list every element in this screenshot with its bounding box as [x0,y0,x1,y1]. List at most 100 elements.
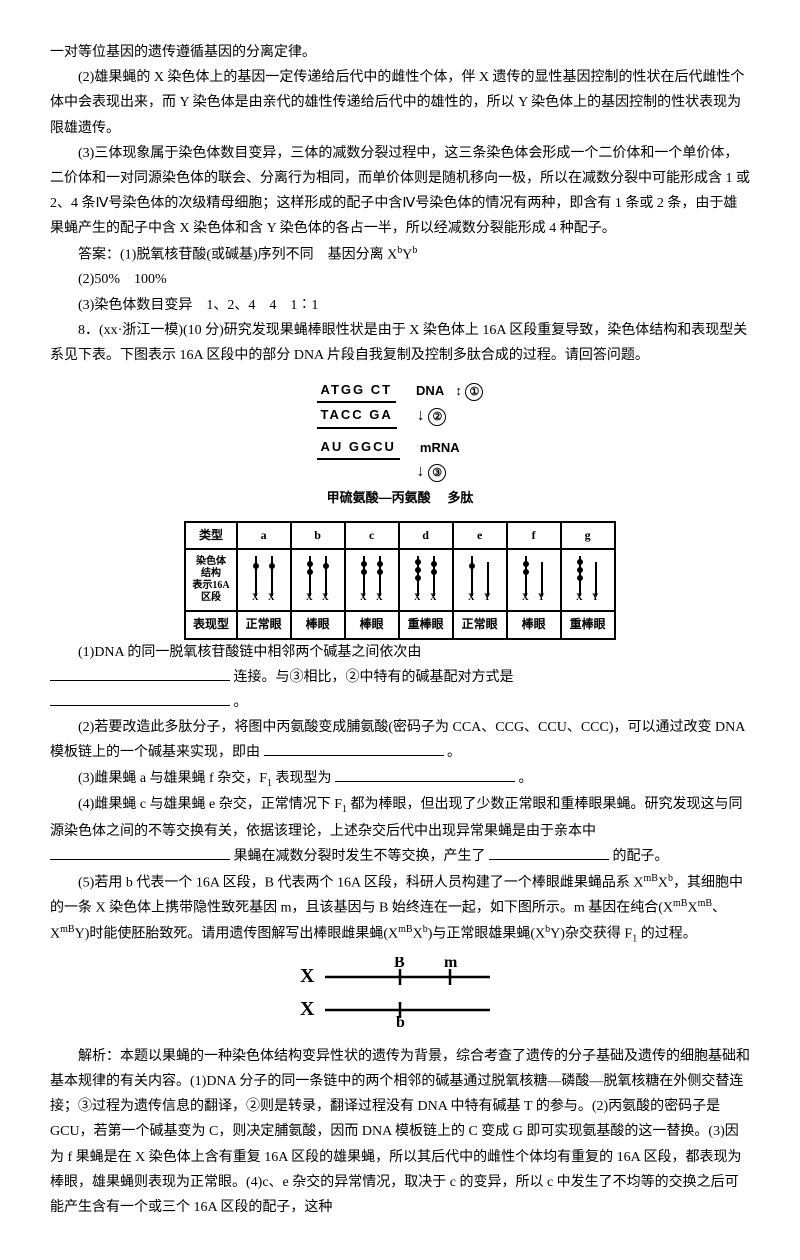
first-line: 一对等位基因的遗传遵循基因的分离定律。 [50,40,750,65]
ans1-sup2: b [412,245,417,256]
svg-text:Y: Y [592,592,599,600]
circle-1: ① [465,383,483,401]
dna-seq-2: TACC GA [317,403,397,428]
x-label-1: X [300,965,315,987]
svg-text:X: X [522,592,529,600]
x-chromosome-diagram: X B m X b [50,957,750,1036]
svg-text:X: X [430,592,437,600]
dna-diagram: ATGG CT DNA ↕ ① TACC GA ↓ ② AU GGCU mRNA… [50,378,750,511]
q4d: 的配子。 [613,849,669,864]
pheno-b: 棒眼 [291,611,345,639]
pheno-e: 正常眼 [453,611,507,639]
pheno-c: 棒眼 [345,611,399,639]
pheno-g: 重棒眼 [561,611,615,639]
chromosome-table-wrap: 类型 a b c d e f g 染色体结构表示16A区段 XX XX XX X… [50,521,750,640]
dna-label: DNA ↕ ① [416,379,483,402]
svg-text:X: X [360,592,367,600]
table-chromo-row: 染色体结构表示16A区段 XX XX XX XX XY XY XY [185,549,614,611]
arrow-down-1: ↓ [417,407,425,424]
svg-text:Y: Y [484,592,491,600]
question-8: 8．(xx·浙江一模)(10 分)研究发现果蝇棒眼性状是由于 X 染色体上 16… [50,318,750,368]
chromosome-table: 类型 a b c d e f g 染色体结构表示16A区段 XX XX XX X… [184,521,615,640]
th-b: b [291,522,345,550]
th-e: e [453,522,507,550]
th-f: f [507,522,561,550]
mrna-label: mRNA [420,436,460,459]
sub-q5: (5)若用 b 代表一个 16A 区段，B 代表两个 16A 区段，科研人员构建… [50,870,750,949]
q5a: (5)若用 b 代表一个 16A 区段，B 代表两个 16A 区段，科研人员构建… [78,875,643,890]
peptide-text: 甲硫氨酸—丙氨酸 [327,490,431,505]
svg-text:X: X [376,592,383,600]
q3b: 表现型为 [272,771,332,786]
arrow-down-2: ↓ [417,463,425,480]
q5a4: X [687,901,697,916]
q1a: (1)DNA 的同一脱氧核苷酸链中相邻两个碱基之间依次由 [78,645,421,660]
th-type: 类型 [185,522,236,550]
q3c: 。 [519,771,533,786]
blank-4[interactable] [335,767,515,782]
table-pheno-row: 表现型 正常眼 棒眼 棒眼 重棒眼 正常眼 棒眼 重棒眼 [185,611,614,639]
q3a: (3)雌果蝇 a 与雄果蝇 f 杂交，F [78,771,267,786]
th-g: g [561,522,615,550]
x-label-2: X [300,998,315,1020]
sub-q2: (2)若要改造此多肽分子，将图中丙氨酸变成脯氨酸(密码子为 CCA、CCG、CC… [50,715,750,765]
q5a2: X [658,875,668,890]
cell-e: XY [453,549,507,611]
row-label-pheno: 表现型 [185,611,236,639]
sub-q1: (1)DNA 的同一脱氧核苷酸链中相邻两个碱基之间依次由 连接。与③相比，②中特… [50,640,750,716]
cell-d: XX [399,549,453,611]
pheno-f: 棒眼 [507,611,561,639]
sub-q3: (3)雌果蝇 a 与雄果蝇 f 杂交，F1 表现型为 。 [50,766,750,793]
svg-text:X: X [322,592,329,600]
dna-seq-1: ATGG CT [317,378,397,403]
blank-3[interactable] [264,741,444,756]
analysis: 解析：本题以果蝇的一种染色体结构变异性状的遗传为背景，综合考查了遗传的分子基础及… [50,1044,750,1220]
ans1-mid: Y [402,247,412,262]
pheno-d: 重棒眼 [399,611,453,639]
ans1-text: 答案：(1)脱氧核苷酸(或碱基)序列不同 基因分离 X [78,247,397,262]
svg-text:X: X [576,592,583,600]
paragraph-3: (3)三体现象属于染色体数目变异，三体的减数分裂过程中，这三条染色体会形成一个二… [50,141,750,242]
answer-3: (3)染色体数目变异 1、2、4 4 1∶1 [50,293,750,318]
blank-5[interactable] [50,845,230,860]
q5a9: Y)杂交获得 F [550,927,632,942]
svg-text:Y: Y [538,592,545,600]
q5a7: X [413,927,423,942]
svg-text:B: B [394,957,405,971]
svg-text:X: X [306,592,313,600]
sub-q4: (4)雌果蝇 c 与雄果蝇 e 杂交，正常情况下 F1 都为棒眼，但出现了少数正… [50,792,750,869]
dna-text: DNA [416,383,444,398]
q4a: (4)雌果蝇 c 与雄果蝇 e 杂交，正常情况下 F [78,797,342,812]
answer-2: (2)50% 100% [50,267,750,292]
peptide-label: 多肽 [447,490,473,505]
cell-g: XY [561,549,615,611]
q4c: 果蝇在减数分裂时发生不等交换，产生了 [234,849,486,864]
q2b: 。 [447,745,461,760]
th-d: d [399,522,453,550]
cell-b: XX [291,549,345,611]
svg-text:b: b [396,1014,405,1027]
q1c: 。 [234,695,248,710]
cell-a: XX [237,549,291,611]
circle-2: ② [428,408,446,426]
th-a: a [237,522,291,550]
blank-1[interactable] [50,666,230,681]
blank-6[interactable] [489,845,609,860]
paragraph-2: (2)雄果蝇的 X 染色体上的基因一定传递给后代中的雌性个体，伴 X 遗传的显性… [50,65,750,141]
table-header-row: 类型 a b c d e f g [185,522,614,550]
cell-f: XY [507,549,561,611]
blank-2[interactable] [50,691,230,706]
circle-3: ③ [428,464,446,482]
q5a6: Y)时能使胚胎致死。请用遗传图解写出棒眼雌果蝇(X [75,927,399,942]
row-label-structure: 染色体结构表示16A区段 [185,549,236,611]
cell-c: XX [345,549,399,611]
th-c: c [345,522,399,550]
svg-text:m: m [444,957,458,971]
svg-text:X: X [268,592,275,600]
answer-1: 答案：(1)脱氧核苷酸(或碱基)序列不同 基因分离 XbYb [50,242,750,268]
peptide-row: 甲硫氨酸—丙氨酸 多肽 [317,486,484,509]
q5a10: 的过程。 [637,927,697,942]
svg-text:X: X [468,592,475,600]
svg-text:X: X [252,592,259,600]
pheno-a: 正常眼 [237,611,291,639]
